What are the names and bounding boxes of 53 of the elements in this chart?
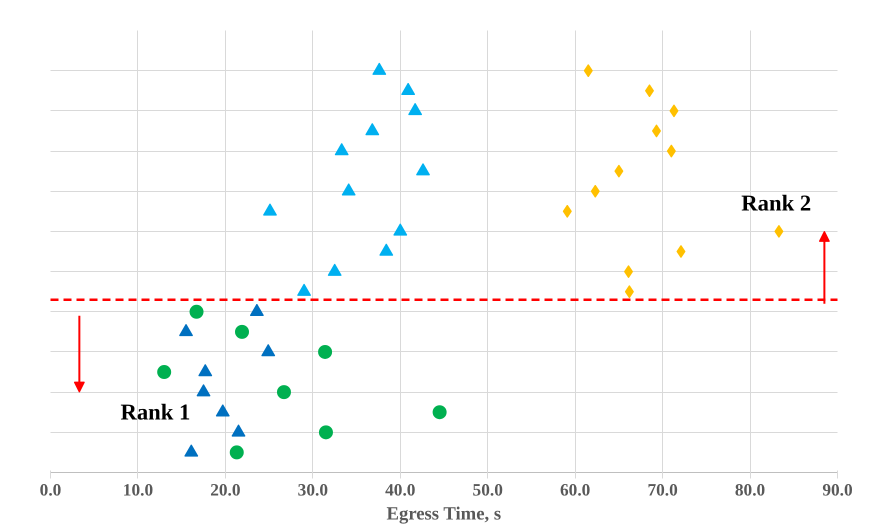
point (318, 425, 333, 440)
point (232, 424, 246, 437)
point (669, 104, 678, 118)
point (408, 102, 422, 116)
x-tick-label: 0.0 (40, 480, 62, 500)
point (230, 445, 244, 460)
point (401, 82, 416, 96)
point (666, 144, 676, 158)
point (196, 384, 211, 396)
point (393, 223, 408, 236)
x-tick-label: 30.0 (298, 480, 328, 500)
point (379, 243, 394, 256)
annotation: Rank 2 (741, 190, 812, 216)
point (216, 404, 230, 416)
annotation: Rank 1 (120, 399, 190, 424)
x-tick-label: 40.0 (385, 480, 416, 500)
point (584, 64, 593, 78)
point (774, 224, 784, 238)
point (235, 324, 250, 339)
point (676, 245, 686, 258)
point (342, 183, 356, 196)
point (432, 405, 447, 420)
point (652, 124, 661, 138)
point (297, 284, 312, 296)
point (590, 184, 600, 198)
point (318, 344, 332, 359)
x-axis-title: Egress Time, s (386, 504, 502, 524)
point (190, 304, 204, 319)
point (250, 304, 264, 316)
point (624, 265, 634, 278)
x-tick-label: 10.0 (122, 480, 154, 500)
point (184, 444, 198, 457)
x-tick-label: 70.0 (647, 480, 678, 500)
point (614, 164, 624, 178)
point (644, 84, 654, 98)
point (562, 204, 572, 218)
point (179, 324, 194, 336)
x-tick-label: 90.0 (822, 480, 853, 500)
point (372, 62, 386, 75)
point (365, 122, 380, 136)
point (416, 163, 430, 176)
point (198, 364, 212, 376)
point (276, 385, 291, 400)
point (262, 203, 277, 216)
point (157, 365, 172, 380)
x-tick-label: 60.0 (560, 480, 590, 500)
x-tick-label: 80.0 (734, 480, 766, 500)
point (261, 344, 276, 356)
x-tick-label: 50.0 (472, 480, 503, 500)
x-tick-label: 20.0 (210, 480, 241, 500)
point (328, 264, 342, 276)
point (624, 285, 634, 298)
point (334, 143, 349, 156)
